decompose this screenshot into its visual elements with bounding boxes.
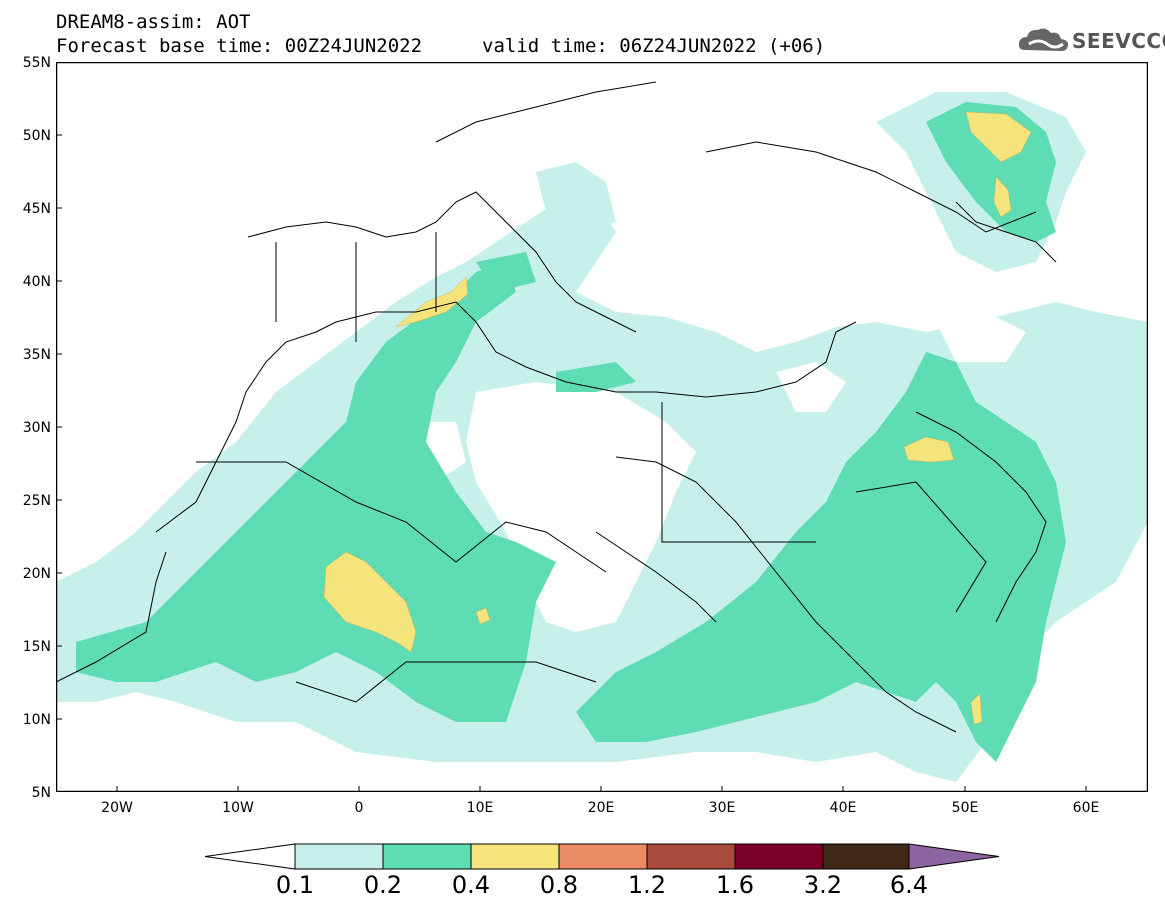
colorbar-label: 0.4 [451, 871, 491, 899]
colorbar-label: 0.1 [275, 871, 315, 899]
cloud-icon [1018, 28, 1069, 51]
colorbar-swatch [470, 843, 560, 870]
colorbar-label: 0.8 [539, 871, 579, 899]
lon-label: 20W [101, 800, 133, 816]
lon-label: 0 [354, 800, 364, 816]
dust-aot-map [56, 62, 1148, 792]
lat-label: 35N [22, 347, 51, 363]
colorbar-label: 6.4 [889, 871, 929, 899]
colorbar-swatch [646, 843, 736, 870]
lon-label: 10W [222, 800, 254, 816]
lat-label: 10N [22, 712, 51, 728]
lon-label: 40E [829, 800, 857, 816]
lon-label: 50E [951, 800, 979, 816]
colorbar-swatch [558, 843, 648, 870]
lat-label: 55N [22, 55, 51, 71]
valid-time: valid time: 06Z24JUN2022 (+06) [482, 35, 826, 57]
lat-label: 40N [22, 274, 51, 290]
lat-label: 45N [22, 201, 51, 217]
map-title: DREAM8-assim: AOT [56, 11, 251, 33]
colorbar-label: 3.2 [803, 871, 843, 899]
lon-label: 60E [1072, 800, 1100, 816]
colorbar-label: 0.2 [363, 871, 403, 899]
colorbar-label: 1.6 [715, 871, 755, 899]
lon-label: 30E [708, 800, 736, 816]
coastlines [56, 81, 1057, 733]
seevccc-logo: SEEVCCC [1017, 24, 1165, 56]
lat-label: 20N [22, 566, 51, 582]
aot-level-0.4 [323, 111, 1032, 725]
colorbar-label: 1.2 [627, 871, 667, 899]
colorbar [205, 843, 1000, 870]
logo-text: SEEVCCC [1072, 29, 1165, 53]
colorbar-over-triangle [908, 843, 1000, 870]
lon-label: 20E [587, 800, 615, 816]
lat-label: 50N [22, 128, 51, 144]
colorbar-swatch [382, 843, 472, 870]
colorbar-swatch [734, 843, 824, 870]
axis-ticks [56, 134, 1087, 792]
lat-label: 5N [31, 785, 51, 801]
colorbar-swatch [822, 843, 910, 870]
lat-label: 25N [22, 493, 51, 509]
colorbar-swatch [294, 843, 384, 870]
lat-label: 15N [22, 639, 51, 655]
lon-label: 10E [466, 800, 494, 816]
forecast-base-time: Forecast base time: 00Z24JUN2022 [56, 35, 423, 57]
colorbar-under-triangle [205, 843, 296, 870]
lat-label: 30N [22, 420, 51, 436]
